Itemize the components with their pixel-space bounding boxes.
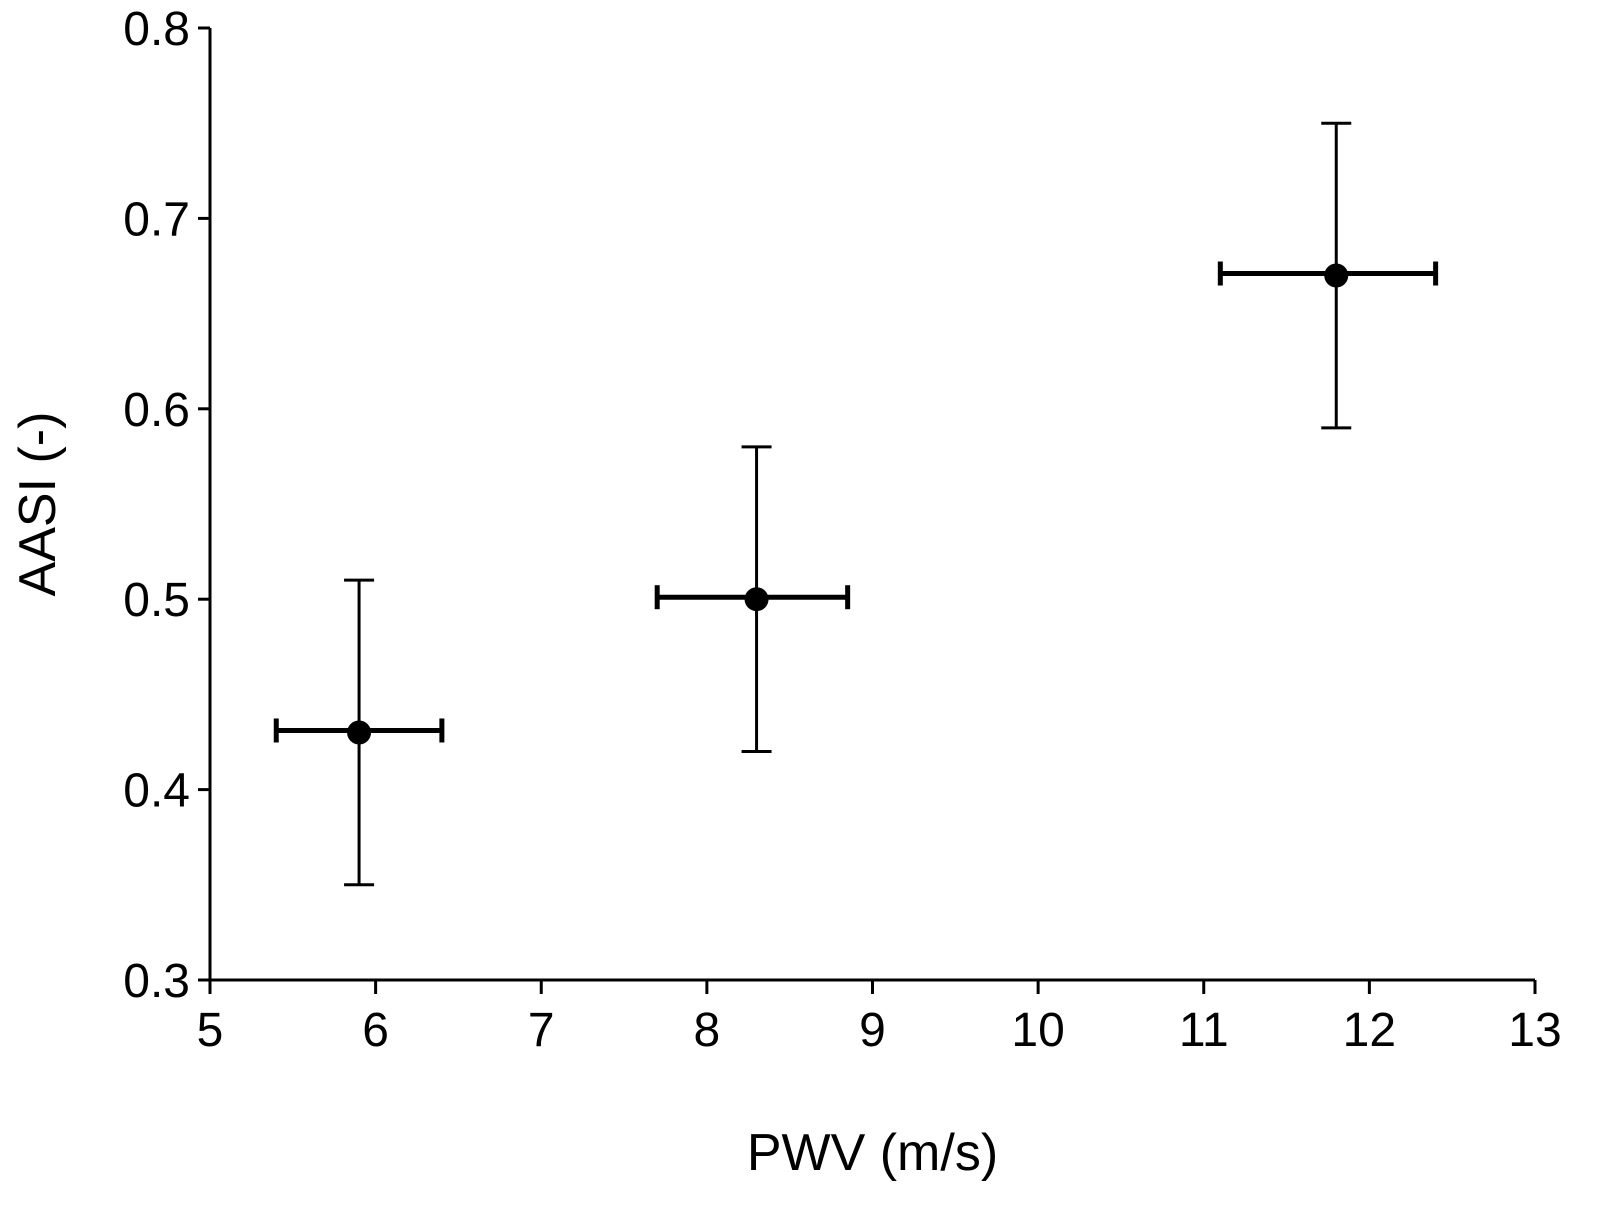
y-tick-label: 0.6 — [123, 384, 190, 437]
y-tick-label: 0.3 — [123, 955, 190, 1008]
x-tick-label: 11 — [1179, 1004, 1229, 1057]
data-point-marker — [744, 587, 769, 612]
y-tick-label: 0.4 — [123, 765, 190, 818]
data-point-group — [654, 445, 851, 754]
data-point-marker — [1324, 263, 1349, 288]
y-tick-label: 0.7 — [123, 193, 190, 246]
data-point-marker — [347, 720, 372, 745]
data-points — [273, 121, 1439, 887]
x-tick-label: 10 — [1011, 1004, 1064, 1057]
x-tick-label: 5 — [197, 1004, 224, 1057]
y-axis-label: AASI (-) — [9, 412, 67, 597]
x-axis-label: PWV (m/s) — [747, 1124, 998, 1182]
y-tick-label: 0.8 — [123, 3, 190, 56]
x-axis-ticks: 5 6 7 8 9 10 11 12 13 — [197, 980, 1562, 1057]
x-tick-label: 6 — [362, 1004, 389, 1057]
x-tick-label: 12 — [1343, 1004, 1396, 1057]
data-point-group — [1217, 121, 1439, 430]
x-tick-label: 7 — [528, 1004, 555, 1057]
x-tick-label: 8 — [694, 1004, 721, 1057]
y-tick-label: 0.5 — [123, 574, 190, 627]
data-point-group — [273, 578, 445, 887]
y-axis-ticks: 0.3 0.4 0.5 0.6 0.7 0.8 — [123, 3, 210, 1008]
x-tick-label: 13 — [1508, 1004, 1561, 1057]
x-tick-label: 9 — [859, 1004, 886, 1057]
